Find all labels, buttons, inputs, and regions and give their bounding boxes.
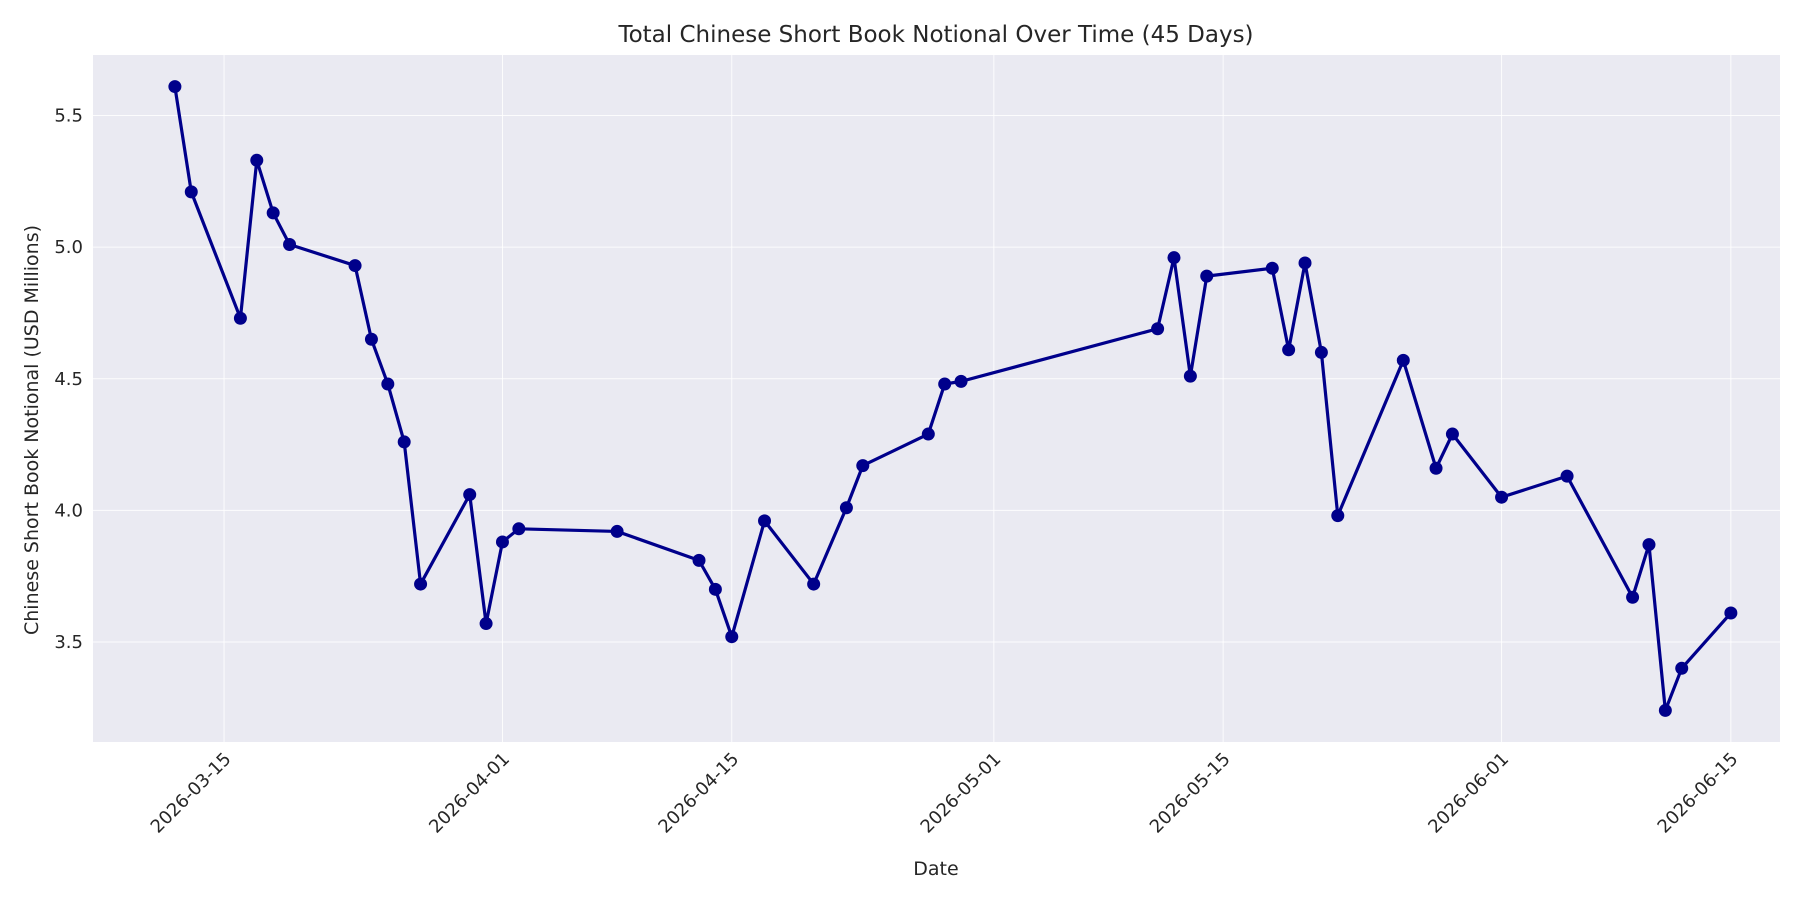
data-point xyxy=(348,259,362,273)
data-point xyxy=(758,514,772,528)
data-point xyxy=(1724,606,1738,620)
data-point xyxy=(1265,261,1279,275)
x-axis-ticks: 2026-03-15 2026-04-01 2026-04-15 2026-05-01… xyxy=(147,749,1743,838)
data-point xyxy=(1642,538,1656,552)
data-point xyxy=(1495,490,1509,504)
data-point xyxy=(463,488,477,502)
data-point xyxy=(692,553,706,567)
data-point xyxy=(479,617,493,631)
y-axis-ticks: 3.5 4.0 4.5 5.0 5.5 xyxy=(54,106,83,653)
data-point xyxy=(414,577,428,591)
data-point xyxy=(364,332,378,346)
data-point xyxy=(266,206,280,220)
data-point xyxy=(1298,256,1312,270)
data-point xyxy=(1429,461,1443,475)
x-tick-label: 2026-05-15 xyxy=(1146,749,1235,838)
data-point xyxy=(954,374,968,388)
data-point xyxy=(1445,427,1459,441)
plot-area xyxy=(93,55,1780,742)
y-tick-label: 5.5 xyxy=(54,106,83,127)
data-point xyxy=(512,522,526,536)
data-point xyxy=(839,501,853,515)
data-point xyxy=(250,153,264,167)
x-tick-label: 2026-05-01 xyxy=(917,749,1006,838)
grid-lines xyxy=(93,55,1780,742)
data-point xyxy=(938,377,952,391)
y-tick-label: 4.0 xyxy=(54,500,83,521)
data-point xyxy=(1282,343,1296,357)
data-point xyxy=(610,524,624,538)
data-point xyxy=(381,377,395,391)
data-point xyxy=(1167,251,1181,265)
y-tick-label: 3.5 xyxy=(54,632,83,653)
x-tick-label: 2026-06-15 xyxy=(1654,749,1743,838)
data-point xyxy=(233,311,247,325)
x-axis-label: Date xyxy=(913,858,958,880)
data-point xyxy=(725,630,739,644)
data-point xyxy=(1183,369,1197,383)
data-point xyxy=(1675,661,1689,675)
data-point xyxy=(1314,345,1328,359)
x-tick-label: 2026-06-01 xyxy=(1424,749,1513,838)
data-point xyxy=(495,535,509,549)
data-series xyxy=(168,80,1738,717)
data-point xyxy=(1658,703,1672,717)
data-point xyxy=(1396,353,1410,367)
data-point xyxy=(1200,269,1214,283)
data-point xyxy=(807,577,821,591)
data-point xyxy=(1560,469,1574,483)
data-point xyxy=(1151,322,1165,336)
data-point xyxy=(283,238,297,252)
data-point xyxy=(397,435,411,449)
data-point xyxy=(168,80,182,94)
chart-title: Total Chinese Short Book Notional Over T… xyxy=(617,22,1253,48)
y-axis-label: Chinese Short Book Notional (USD Million… xyxy=(21,225,43,635)
data-point xyxy=(856,459,870,473)
data-point xyxy=(1331,509,1345,523)
data-point xyxy=(184,185,198,199)
y-tick-label: 5.0 xyxy=(54,237,83,258)
x-tick-label: 2026-04-01 xyxy=(425,749,514,838)
data-point xyxy=(1626,590,1640,604)
x-tick-label: 2026-03-15 xyxy=(147,749,236,838)
data-point xyxy=(708,582,722,596)
y-tick-label: 4.5 xyxy=(54,369,83,390)
data-point xyxy=(921,427,935,441)
x-tick-label: 2026-04-15 xyxy=(654,749,743,838)
